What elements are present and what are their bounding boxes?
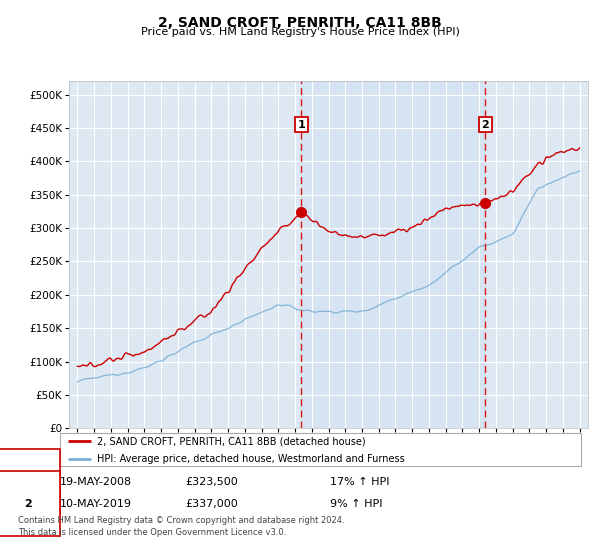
- Text: 10-MAY-2019: 10-MAY-2019: [60, 498, 132, 508]
- Text: 2: 2: [481, 120, 489, 129]
- Text: 17% ↑ HPI: 17% ↑ HPI: [330, 477, 389, 487]
- Text: 1: 1: [298, 120, 305, 129]
- Text: 1: 1: [24, 477, 32, 487]
- Bar: [301, 81, 485, 428]
- Text: £323,500: £323,500: [185, 477, 238, 487]
- Text: 9% ↑ HPI: 9% ↑ HPI: [330, 498, 383, 508]
- Text: HPI: Average price, detached house, Westmorland and Furness: HPI: Average price, detached house, West…: [97, 454, 404, 464]
- Text: 2: 2: [24, 498, 32, 508]
- Text: Price paid vs. HM Land Registry's House Price Index (HPI): Price paid vs. HM Land Registry's House …: [140, 27, 460, 38]
- Text: Contains HM Land Registry data © Crown copyright and database right 2024.
This d: Contains HM Land Registry data © Crown c…: [18, 516, 344, 536]
- Text: 2, SAND CROFT, PENRITH, CA11 8BB: 2, SAND CROFT, PENRITH, CA11 8BB: [158, 16, 442, 30]
- Text: 19-MAY-2008: 19-MAY-2008: [60, 477, 132, 487]
- Text: 2, SAND CROFT, PENRITH, CA11 8BB (detached house): 2, SAND CROFT, PENRITH, CA11 8BB (detach…: [97, 436, 365, 446]
- FancyBboxPatch shape: [59, 433, 581, 466]
- Text: £337,000: £337,000: [185, 498, 238, 508]
